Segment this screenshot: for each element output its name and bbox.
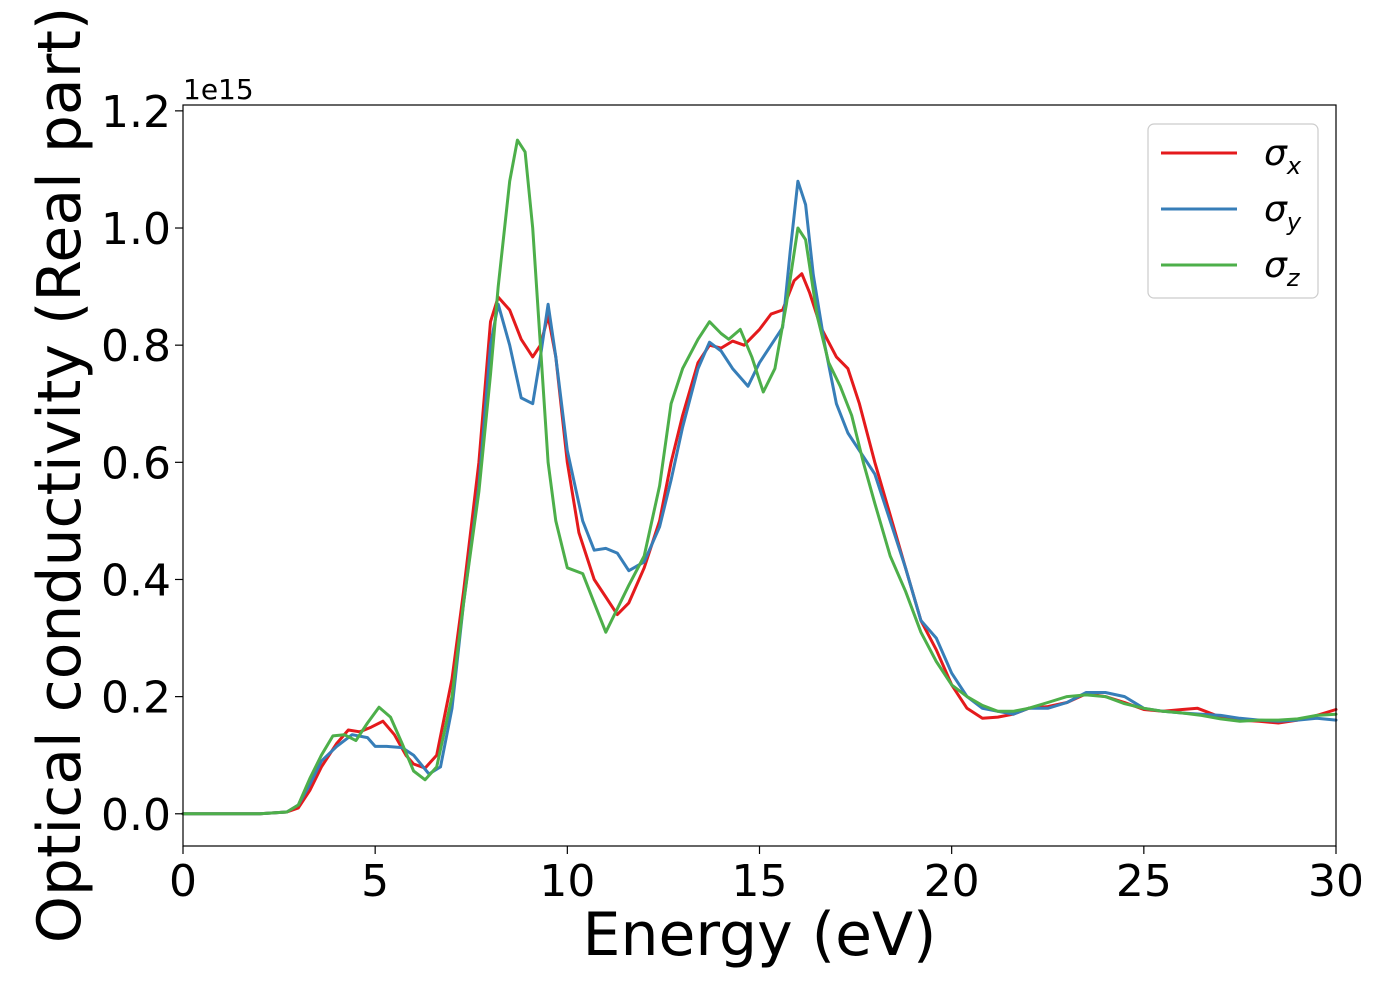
series-line-z [181,138,1338,816]
x-tick-label: 0 [169,856,197,907]
y-tick-label: 0.8 [101,321,171,372]
y-axis: 0.0 0.2 0.4 0.6 0.8 1.0 1.2 [101,87,183,841]
x-axis: 0 5 10 15 20 25 30 [169,846,1364,907]
y-tick-label: 1.2 [101,87,171,138]
series-layer [181,138,1338,816]
y-offset-label: 1e15 [183,73,254,106]
x-tick-label: 5 [361,856,389,907]
y-tick-label: 0.0 [101,790,171,841]
x-tick-label: 15 [732,856,788,907]
x-axis-label: Energy (eV) [583,900,937,970]
x-tick-label: 10 [539,856,595,907]
y-tick-label: 0.2 [101,673,171,724]
x-tick-label: 20 [924,856,980,907]
y-tick-label: 0.4 [101,555,171,606]
y-tick-label: 0.6 [101,438,171,489]
y-axis-label: Optical conductivity (Real part) [25,7,95,944]
x-tick-label: 30 [1308,856,1364,907]
y-tick-label: 1.0 [101,204,171,255]
legend-box [1147,123,1319,299]
x-tick-label: 25 [1116,856,1172,907]
series-line-x [181,272,1338,816]
